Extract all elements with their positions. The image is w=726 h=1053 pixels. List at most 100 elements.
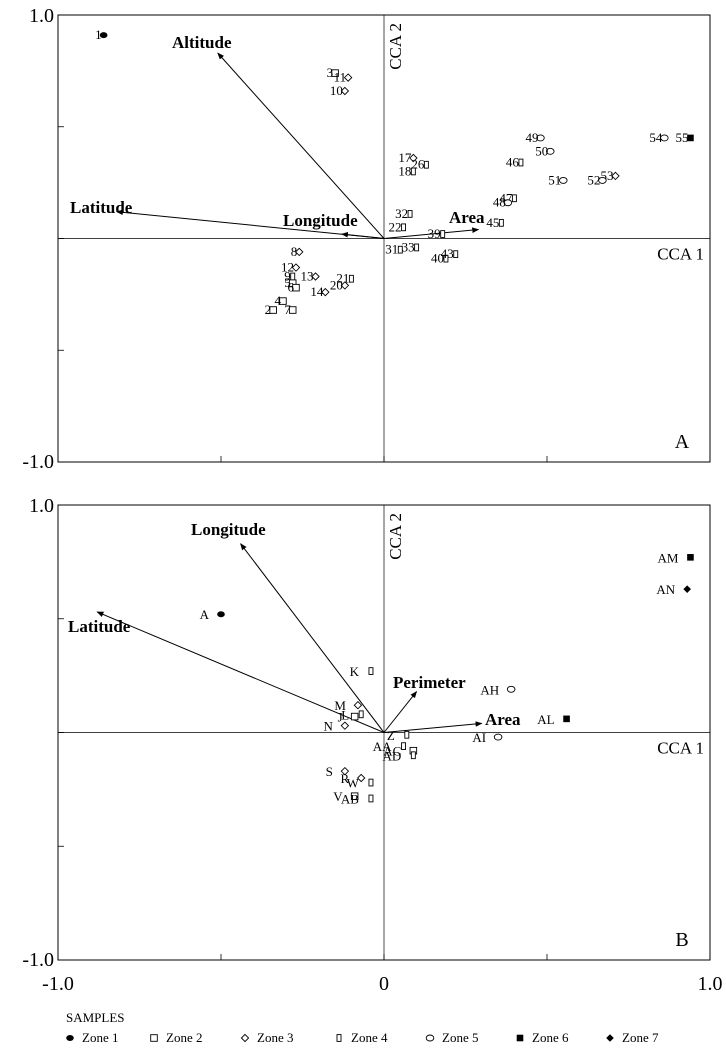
point-marker-zone-5 (660, 134, 669, 142)
point-marker-zone-3 (340, 281, 350, 290)
point-label: 39 (428, 226, 441, 241)
legend-title: SAMPLES (66, 1010, 125, 1025)
panel-label: A (675, 431, 690, 453)
point-label: 3 (327, 65, 334, 80)
point-marker-zone-3 (356, 773, 366, 783)
point-marker-zone-4 (518, 158, 524, 167)
point-label: 12 (281, 260, 294, 275)
point-marker-zone-4 (368, 778, 374, 787)
point-label: 17 (398, 150, 412, 165)
point-marker-zone-3 (311, 272, 320, 281)
point-label: AN (656, 582, 675, 597)
point-label: 43 (441, 246, 454, 261)
vector-label-area: Area (449, 208, 485, 227)
point-marker-zone-3 (295, 247, 304, 257)
legend-item-label: Zone 2 (166, 1030, 202, 1045)
point-label: 20 (330, 277, 343, 292)
point-label: 32 (395, 206, 408, 221)
point-label: 33 (402, 239, 415, 254)
point-label: 5 (284, 275, 291, 290)
panel-a: 1.0 -1.0 CCA 1 CCA 2 A Altitude Latitude Longit… (22, 5, 711, 473)
point-marker-zone-4 (440, 230, 446, 238)
point-label: 49 (525, 130, 538, 145)
point-marker-zone-2 (279, 297, 287, 305)
vector-label-altitude: Altitude (172, 33, 232, 52)
point-marker-zone-2 (288, 306, 297, 314)
point-marker-zone-4 (443, 254, 449, 263)
point-label: 21 (336, 271, 349, 286)
point-label: 4 (274, 293, 281, 308)
point-marker-zone-5 (559, 176, 568, 184)
point-marker-zone-7 (683, 585, 691, 593)
point-label: 1 (95, 27, 102, 42)
x-tick-label: -1.0 (42, 973, 74, 995)
y-tick-label: 1.0 (29, 495, 54, 517)
point-label: AC (383, 744, 401, 759)
point-marker-zone-4 (407, 210, 413, 218)
x-axis-label: CCA 1 (657, 245, 704, 264)
vector-longitude (240, 543, 385, 733)
vector-area (383, 721, 483, 733)
vector-label-latitude: Latitude (68, 617, 131, 636)
point-label: AM (657, 550, 678, 565)
y-axis-label: CCA 2 (386, 513, 405, 560)
vector-label-perimeter: Perimeter (393, 673, 466, 692)
point-marker-zone-3 (291, 263, 301, 272)
point-marker-zone-6 (687, 554, 694, 561)
point-marker-zone-3 (321, 287, 330, 297)
point-label: 46 (506, 155, 520, 170)
point-marker-zone-5 (493, 733, 503, 741)
point-label: J (338, 710, 343, 725)
point-label: V (333, 789, 343, 804)
point-label: 51 (548, 172, 561, 187)
x-tick-label: 0 (379, 973, 389, 995)
point-label: Z (387, 728, 395, 743)
vector-label-longitude: Longitude (283, 211, 358, 230)
vector-longitude (340, 231, 385, 239)
point-marker-zone-4 (368, 794, 374, 803)
x-axis-label: CCA 1 (657, 739, 704, 758)
point-label: 11 (334, 70, 347, 85)
point-label: M (334, 698, 346, 713)
point-label: 6 (287, 280, 294, 295)
panel-label: B (675, 929, 688, 951)
point-label: K (350, 664, 360, 679)
point-marker-zone-3 (611, 171, 620, 181)
point-label: 50 (535, 143, 548, 158)
point-label: A (200, 607, 210, 622)
vector-latitude (115, 209, 385, 239)
vector-label-latitude: Latitude (70, 198, 133, 217)
point-label: 45 (486, 215, 499, 230)
point-marker-zone-3 (353, 700, 363, 710)
legend-item-label: Zone 4 (351, 1030, 388, 1045)
point-label: W (347, 776, 360, 791)
point-marker-zone-4 (401, 223, 407, 232)
vector-altitude (217, 52, 385, 239)
point-label: 8 (291, 244, 298, 259)
point-marker-zone-5 (506, 685, 516, 693)
point-marker-zone-4 (358, 710, 364, 719)
y-tick-label: -1.0 (22, 949, 54, 971)
point-label: AB (341, 791, 359, 806)
legend-marker-zone-1 (66, 1035, 74, 1041)
point-marker-zone-1 (217, 611, 225, 618)
point-marker-zone-5 (536, 134, 545, 142)
point-marker-zone-4 (498, 219, 504, 227)
panel-b: 1.0 -1.0-1.0 0 1.0 CCA 1 CCA 2 B Longitude Latit… (22, 495, 722, 995)
point-marker-zone-4 (404, 730, 410, 739)
point-label: 48 (493, 195, 506, 210)
point-label: 26 (411, 157, 425, 172)
point-marker-zone-2 (331, 69, 339, 77)
point-marker-zone-4 (423, 160, 429, 169)
point-label: S (326, 764, 333, 779)
point-label: 9 (284, 268, 291, 283)
point-marker-zone-6 (563, 715, 570, 723)
point-label: N (323, 719, 333, 734)
point-marker-zone-4 (453, 250, 459, 258)
y-axis-label: CCA 2 (386, 23, 405, 70)
vector-label-longitude: Longitude (191, 520, 266, 539)
point-marker-zone-4 (511, 194, 517, 203)
point-label: 13 (301, 268, 314, 283)
point-marker-zone-4 (397, 245, 403, 254)
legend-item-label: Zone 7 (622, 1030, 659, 1045)
